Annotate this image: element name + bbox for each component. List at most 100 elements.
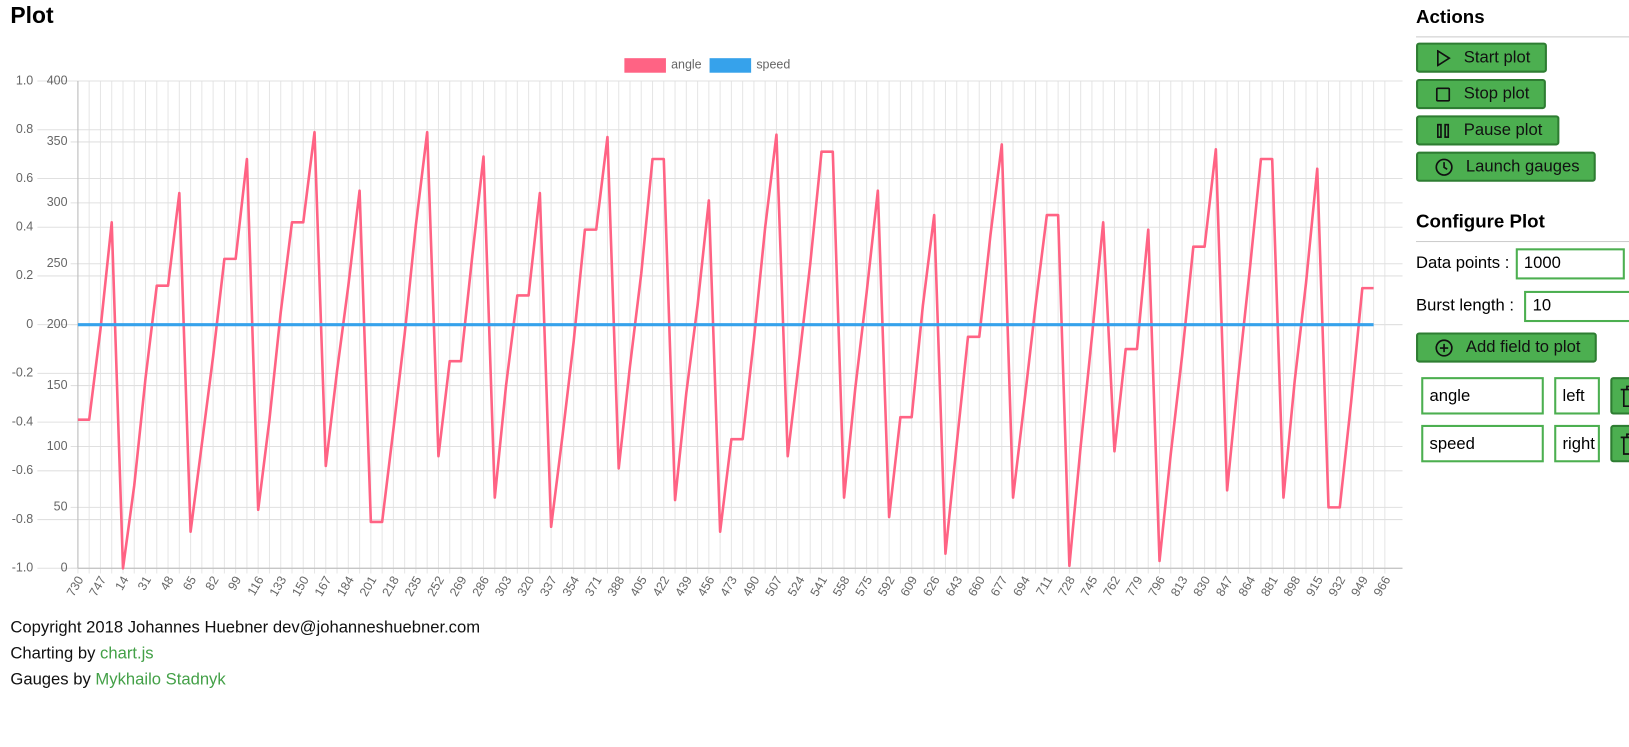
button-label: Launch gauges — [1465, 157, 1580, 176]
field-row: angle left — [1421, 377, 1629, 415]
link[interactable]: chart.js — [100, 645, 154, 663]
footer: Copyright 2018 Johannes Huebner dev@joha… — [10, 615, 480, 693]
x-tick-label: 439 — [672, 574, 695, 599]
x-tick-label: 711 — [1033, 574, 1055, 598]
icon — [1435, 86, 1451, 102]
x-tick-label: 303 — [492, 574, 515, 599]
x-tick-label: 864 — [1236, 574, 1259, 599]
x-tick-label: 201 — [357, 574, 380, 599]
x-tick-label: 388 — [605, 574, 628, 599]
icon — [1437, 49, 1451, 66]
x-tick-label: 371 — [582, 574, 605, 599]
x-tick-label: 218 — [379, 574, 402, 599]
y2-tick-label: 0 — [61, 561, 68, 575]
y-tick-label: 0 — [26, 317, 33, 331]
x-tick-label: 949 — [1348, 574, 1371, 599]
credit: Gauges by Mykhailo Stadnyk — [10, 667, 480, 693]
y2-tick-label: 250 — [47, 256, 68, 270]
x-tick-label: 915 — [1303, 574, 1326, 599]
x-tick-label: 558 — [830, 574, 853, 599]
x-tick-label: 235 — [402, 574, 425, 599]
x-tick-label: 82 — [203, 574, 222, 593]
x-tick-label: 507 — [763, 574, 786, 599]
section-title: Configure Plot — [1416, 211, 1629, 243]
field-label: Data points : — [1416, 254, 1510, 273]
legend-swatch — [709, 58, 752, 73]
form-row: Burst length : 10 — [1416, 290, 1629, 323]
credit-text: Gauges by — [10, 671, 91, 689]
chart: -1.0 -0.8 -0.6 -0.4 -0.2 0 0.2 0.4 0.6 0.8 1.0 0 50 1… — [12, 58, 1403, 599]
y2-tick-label: 50 — [54, 500, 68, 514]
text-input[interactable]: speed — [1421, 424, 1544, 463]
series-line — [77, 130, 1374, 570]
x-tick-label: 320 — [515, 574, 538, 599]
y-tick-label: 1.0 — [16, 73, 33, 87]
x-tick-label: 150 — [289, 574, 312, 599]
field-label: Burst length : — [1416, 297, 1514, 315]
y-tick-label: -0.4 — [12, 414, 34, 428]
x-tick-label: 575 — [853, 574, 876, 599]
x-tick-label: 898 — [1281, 574, 1304, 599]
y-tick-label: 0.8 — [16, 122, 33, 136]
button[interactable]: Stop plot — [1416, 78, 1547, 110]
x-tick-label: 14 — [113, 574, 132, 593]
x-tick-label: 354 — [560, 574, 583, 599]
x-tick-label: 116 — [245, 574, 267, 598]
delete-button[interactable] — [1610, 424, 1629, 463]
icon — [1435, 338, 1453, 357]
credit-text: Charting by — [10, 645, 96, 663]
button-label: Stop plot — [1463, 84, 1530, 103]
button[interactable]: Start plot — [1416, 42, 1547, 73]
x-tick-label: 881 — [1258, 574, 1281, 599]
x-tick-label: 541 — [808, 574, 831, 599]
x-tick-label: 184 — [334, 574, 357, 599]
x-tick-label: 779 — [1123, 574, 1146, 599]
x-tick-label: 524 — [785, 574, 808, 599]
text-input[interactable]: angle — [1421, 377, 1544, 415]
text-input[interactable]: 1000 — [1515, 248, 1625, 280]
field-row: speed right — [1421, 424, 1629, 463]
button[interactable]: Pause plot — [1416, 115, 1559, 146]
x-tick-label: 745 — [1078, 574, 1101, 599]
button[interactable]: Launch gauges — [1416, 151, 1597, 182]
link[interactable]: Mykhailo Stadnyk — [95, 671, 226, 689]
sidebar: Actions Start plot Stop plot Pause plot … — [1416, 0, 1629, 473]
y-tick-label: 0.4 — [16, 220, 33, 234]
text-input[interactable]: 10 — [1524, 290, 1629, 323]
x-tick-label: 337 — [537, 574, 560, 599]
page-title: Plot — [10, 2, 54, 29]
x-tick-label: 252 — [425, 574, 448, 599]
delete-button[interactable] — [1610, 377, 1629, 415]
y2-tick-label: 350 — [47, 134, 68, 148]
icon — [1620, 385, 1629, 408]
x-tick-label: 813 — [1168, 574, 1191, 599]
select[interactable]: left — [1554, 377, 1600, 415]
x-tick-label: 99 — [225, 574, 244, 593]
x-tick-label: 269 — [447, 574, 470, 599]
button-label: Start plot — [1463, 48, 1531, 66]
x-tick-label: 422 — [650, 574, 673, 599]
x-tick-label: 796 — [1146, 574, 1169, 599]
x-tick-label: 473 — [717, 574, 740, 599]
legend-label: speed — [756, 58, 790, 72]
y-tick-label: 0.2 — [16, 268, 33, 282]
y-tick-label: -0.2 — [12, 366, 34, 380]
legend-label: angle — [671, 58, 702, 72]
x-tick-label: 847 — [1213, 574, 1236, 599]
y-tick-label: -0.8 — [12, 512, 34, 526]
x-tick-label: 677 — [988, 574, 1011, 599]
y2-tick-label: 300 — [47, 195, 68, 209]
y2-tick-label: 100 — [47, 439, 68, 453]
x-tick-label: 48 — [158, 574, 177, 593]
y2-tick-label: 200 — [47, 317, 68, 331]
select[interactable]: right — [1554, 424, 1600, 463]
icon — [1435, 158, 1453, 176]
x-tick-label: 762 — [1101, 574, 1124, 599]
x-tick-label: 286 — [470, 574, 493, 599]
x-tick-label: 31 — [135, 574, 154, 593]
copyright: Copyright 2018 Johannes Huebner dev@joha… — [10, 619, 481, 637]
button[interactable]: Add field to plot — [1416, 332, 1598, 363]
x-tick-label: 728 — [1055, 574, 1078, 599]
